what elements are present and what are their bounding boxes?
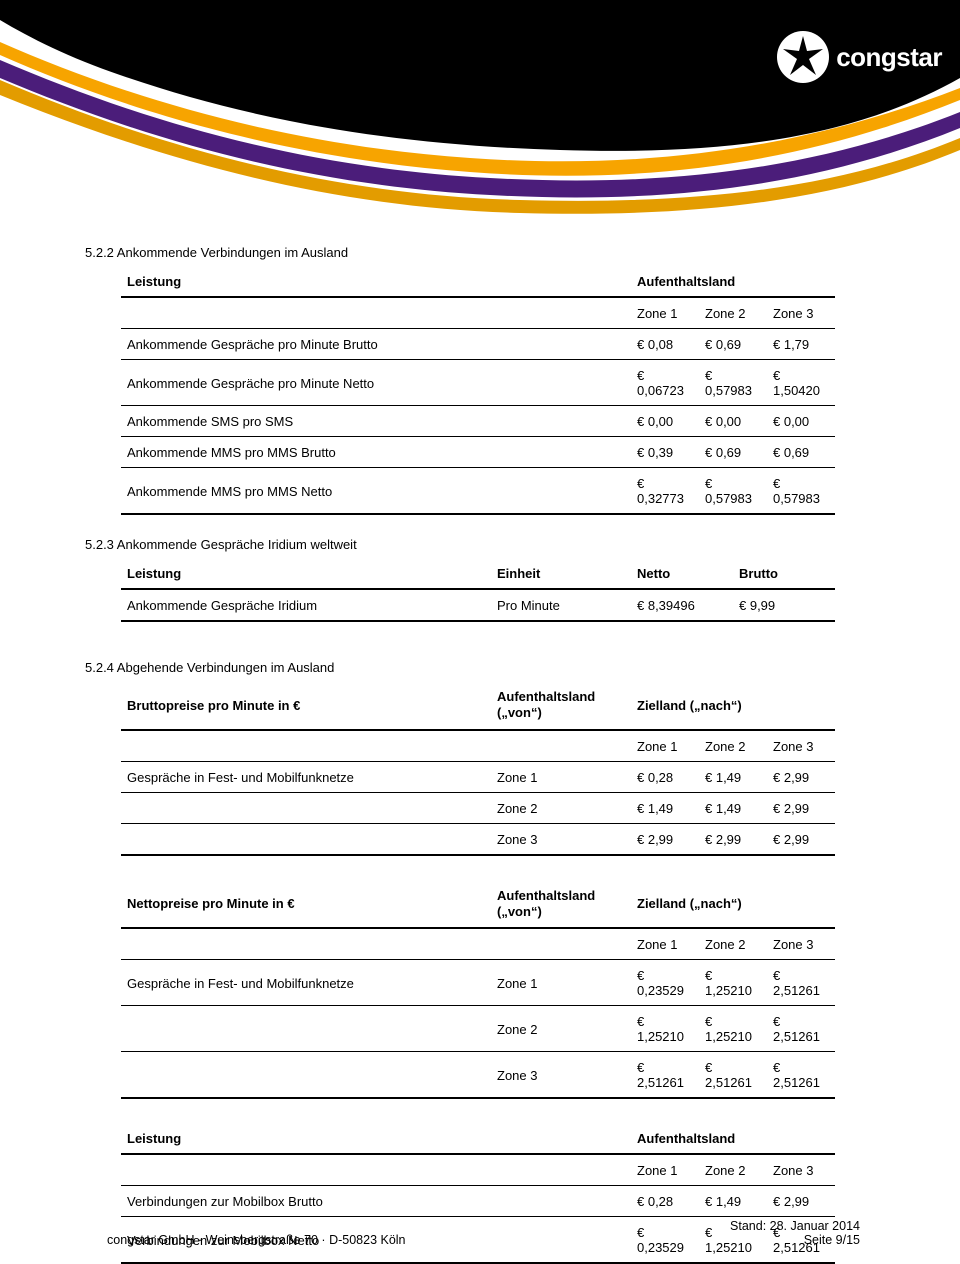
zone3: Zone 3 [767,297,835,329]
hdr-nach: Zielland („nach“) [631,880,835,929]
row-label: Ankommende Gespräche Iridium [121,589,491,621]
row-label: Ankommende Gespräche pro Minute Netto [121,360,631,406]
row-label: Verbindungen zur Mobilbox Brutto [121,1186,631,1217]
table-523: Leistung Einheit Netto Brutto Ankommende… [121,558,835,622]
section-523-title: 5.2.3 Ankommende Gespräche Iridium weltw… [85,537,835,552]
hdr-brutto: Brutto [733,558,835,589]
table-522: Leistung Aufenthaltsland Zone 1 Zone 2 Z… [121,266,835,515]
footer-date: Stand: 28. Januar 2014 [730,1219,860,1233]
row-label: Ankommende SMS pro SMS [121,406,631,437]
hdr-netto: Netto [631,558,733,589]
footer-company: congstar GmbH · Weinsbergstraße 70 · D-5… [107,1233,406,1247]
hdr-einheit: Einheit [491,558,631,589]
zone1: Zone 1 [631,297,699,329]
zone2: Zone 2 [699,297,767,329]
footer-page: Seite 9/15 [730,1233,860,1247]
hdr-von: Aufenthaltsland („von“) [491,681,631,730]
section-522-title: 5.2.2 Ankommende Verbindungen im Ausland [85,245,835,260]
section-524-title: 5.2.4 Abgehende Verbindungen im Ausland [85,660,835,675]
document-body: 5.2.2 Ankommende Verbindungen im Ausland… [85,245,835,1264]
hdr-von: Aufenthaltsland („von“) [491,880,631,929]
hdr-brutto-label: Bruttopreise pro Minute in € [121,681,491,730]
star-icon [776,30,830,84]
page-footer: congstar GmbH · Weinsbergstraße 70 · D-5… [107,1219,860,1247]
hdr-netto-label: Nettopreise pro Minute in € [121,880,491,929]
hdr-nach: Zielland („nach“) [631,681,835,730]
table-524-netto: Nettopreise pro Minute in € Aufenthaltsl… [121,880,835,1100]
hdr-aufenthalt: Aufenthaltsland [631,266,835,297]
row-label: Ankommende MMS pro MMS Brutto [121,437,631,468]
hdr-leistung: Leistung [121,558,491,589]
brand-logo: congstar [776,30,942,84]
hdr-leistung: Leistung [121,1123,631,1154]
row-label: Gespräche in Fest- und Mobilfunknetze [121,761,491,792]
table-524-brutto: Bruttopreise pro Minute in € Aufenthalts… [121,681,835,856]
hdr-aufenthalt: Aufenthaltsland [631,1123,835,1154]
row-label: Ankommende Gespräche pro Minute Brutto [121,329,631,360]
hdr-leistung: Leistung [121,266,631,297]
row-label: Gespräche in Fest- und Mobilfunknetze [121,960,491,1006]
brand-text: congstar [836,42,942,73]
row-label: Ankommende MMS pro MMS Netto [121,468,631,515]
